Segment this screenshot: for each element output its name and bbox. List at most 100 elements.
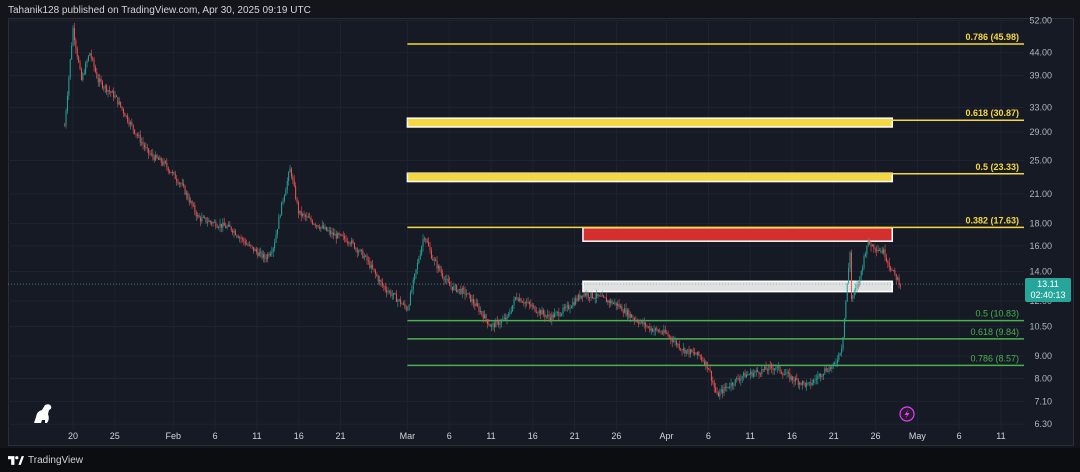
- candle-body: [299, 210, 301, 214]
- candle-body: [97, 78, 99, 83]
- candle-body: [899, 285, 901, 286]
- candle-body: [643, 322, 645, 325]
- candle-body: [271, 251, 273, 254]
- candle-body: [314, 224, 316, 226]
- candle-body: [517, 298, 519, 301]
- candle-body: [163, 161, 165, 165]
- fib-label: 0.5 (23.33): [975, 162, 1019, 172]
- candle-body: [808, 382, 810, 384]
- candle-body: [891, 270, 893, 271]
- candle-body: [176, 178, 178, 182]
- candles-layer: [64, 22, 901, 400]
- candle-body: [283, 195, 285, 201]
- y-tick-label: 6.30: [1034, 419, 1052, 429]
- x-tick-label: Mar: [400, 431, 416, 441]
- candle-body: [566, 305, 568, 307]
- candle-body: [80, 68, 82, 80]
- candle-body: [794, 377, 796, 382]
- candle-body: [295, 186, 297, 199]
- candle-body: [265, 258, 267, 260]
- candle-body: [192, 204, 194, 206]
- candle-body: [857, 284, 859, 286]
- candle-body: [590, 292, 592, 298]
- tradingview-brand[interactable]: TradingView: [8, 455, 83, 466]
- candle-body: [121, 106, 123, 110]
- candle-body: [565, 306, 567, 309]
- candle-body: [267, 254, 269, 260]
- candle-body: [563, 307, 565, 309]
- candle-body: [885, 257, 887, 261]
- candle-body: [275, 234, 277, 243]
- candle-body: [432, 258, 434, 261]
- candle-body: [639, 322, 641, 324]
- candle-body: [282, 200, 284, 202]
- candle-body: [177, 181, 179, 184]
- candle-body: [169, 171, 171, 173]
- candle-body: [712, 380, 714, 383]
- header-bar: Tahanik128 published on TradingView.com,…: [0, 0, 1080, 22]
- candle-body: [636, 319, 638, 323]
- candle-body: [78, 56, 80, 63]
- candle-body: [551, 314, 553, 321]
- candle-body: [801, 381, 803, 385]
- candle-body: [69, 59, 71, 78]
- candle-body: [103, 87, 105, 89]
- candle-body: [451, 286, 453, 290]
- candle-body: [430, 250, 432, 259]
- candle-body: [867, 240, 869, 246]
- candle-body: [596, 293, 598, 299]
- candle-body: [783, 373, 785, 376]
- candle-body: [436, 260, 438, 269]
- candle-body: [852, 295, 854, 299]
- candle-body: [489, 325, 491, 327]
- candle-body: [843, 318, 845, 338]
- candle-body: [125, 115, 127, 117]
- candle-body: [792, 376, 794, 381]
- candle-body: [317, 225, 319, 228]
- candle-body: [246, 244, 248, 245]
- candle-body: [477, 303, 479, 307]
- candle-body: [535, 311, 537, 313]
- candle-body: [94, 66, 96, 72]
- candle-body: [421, 246, 423, 255]
- candle-body: [106, 85, 108, 92]
- candle-body: [233, 230, 235, 233]
- candle-body: [673, 340, 675, 342]
- candle-body: [779, 366, 781, 372]
- candle-body: [562, 307, 564, 314]
- candle-body: [762, 369, 764, 370]
- candle-body: [190, 200, 192, 203]
- candle-body: [790, 376, 792, 380]
- candle-body: [523, 302, 525, 304]
- candle-body: [597, 293, 599, 297]
- candle-body: [191, 200, 193, 205]
- candle-body: [205, 217, 207, 223]
- candle-body: [156, 154, 158, 158]
- candle-body: [747, 374, 749, 376]
- candle-body: [664, 329, 666, 333]
- candle-body: [66, 95, 68, 112]
- candle-body: [526, 302, 528, 304]
- candle-body: [810, 382, 812, 386]
- candle-body: [71, 45, 73, 60]
- candle-body: [306, 216, 308, 218]
- candle-body: [188, 198, 190, 203]
- candle-body: [871, 244, 873, 247]
- candle-body: [185, 192, 187, 195]
- candle-body: [338, 232, 340, 235]
- candle-body: [342, 235, 344, 237]
- lightning-icon[interactable]: [899, 406, 915, 422]
- y-tick-label: 14.00: [1029, 266, 1052, 276]
- fib-label: 0.786 (45.98): [965, 32, 1019, 42]
- candle-body: [195, 212, 197, 217]
- candle-body: [584, 293, 586, 296]
- candle-body: [457, 289, 459, 292]
- candle-body: [625, 308, 627, 316]
- candle-body: [752, 373, 754, 377]
- zones-layer: [406, 117, 894, 293]
- fib-label: 0.5 (10.83): [975, 309, 1019, 319]
- candle-body: [170, 171, 172, 174]
- candle-body: [478, 306, 480, 313]
- chart-area[interactable]: [8, 18, 1074, 446]
